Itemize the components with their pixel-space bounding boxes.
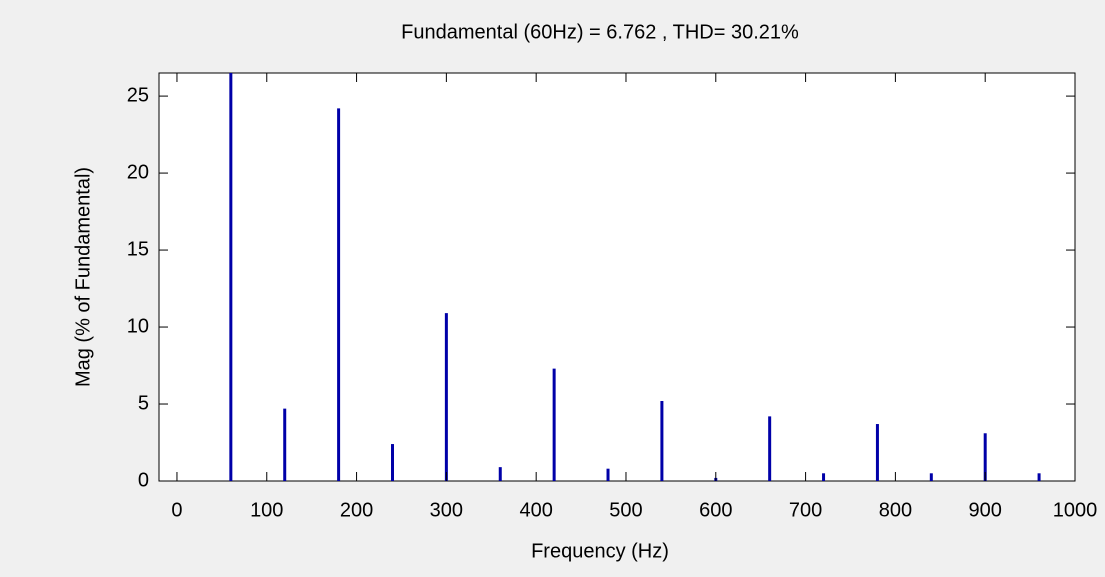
x-tick-label: 0 xyxy=(171,499,182,521)
y-tick-label: 20 xyxy=(127,161,149,183)
y-tick-label: 25 xyxy=(127,84,149,106)
chart-title: Fundamental (60Hz) = 6.762 , THD= 30.21% xyxy=(401,21,799,43)
plot-area xyxy=(158,72,1076,482)
x-tick-label: 100 xyxy=(250,499,283,521)
x-tick-label: 300 xyxy=(430,499,463,521)
y-tick-label: 15 xyxy=(127,238,149,260)
x-tick-label: 1000 xyxy=(1053,499,1098,521)
x-tick-label: 200 xyxy=(340,499,373,521)
y-tick-label: 5 xyxy=(138,392,149,414)
x-tick-label: 800 xyxy=(879,499,912,521)
x-tick-label: 700 xyxy=(789,499,822,521)
x-tick-label: 400 xyxy=(519,499,552,521)
x-tick-label: 900 xyxy=(969,499,1002,521)
x-axis-label: Frequency (Hz) xyxy=(531,540,669,562)
x-tick-label: 500 xyxy=(609,499,642,521)
x-tick-label: 600 xyxy=(699,499,732,521)
y-axis-label: Mag (% of Fundamental) xyxy=(72,167,94,387)
y-tick-label: 10 xyxy=(127,315,149,337)
y-tick-label: 0 xyxy=(138,469,149,491)
